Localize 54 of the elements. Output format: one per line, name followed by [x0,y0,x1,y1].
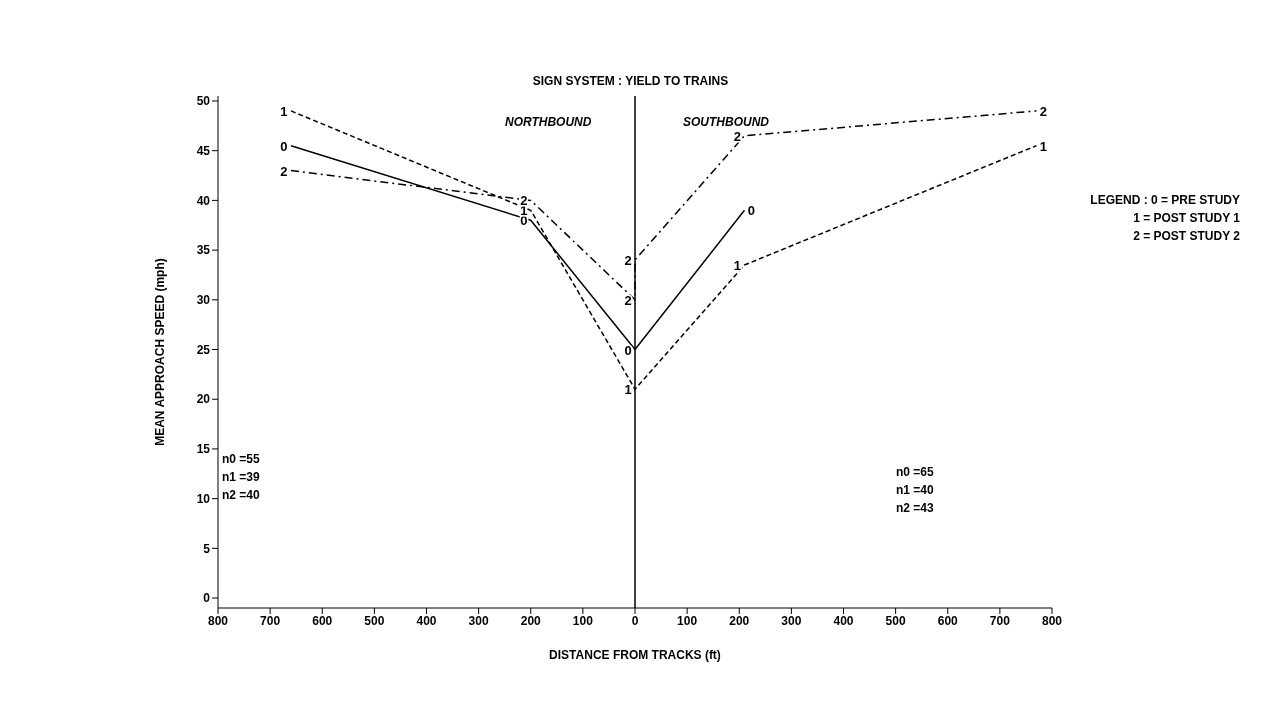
text: 2 [733,128,742,144]
x-tick-label: 700 [989,613,1011,628]
annotation: SOUTHBOUND [683,115,769,129]
y-tick-label: 25 [196,342,211,357]
x-tick-label: 100 [677,613,698,628]
chart-title: SIGN SYSTEM : YIELD TO TRAINS [531,74,730,88]
text: 0 [280,138,288,154]
y-tick-label: 5 [203,541,211,556]
annotation: NORTHBOUND [505,115,592,129]
text: 0 [747,203,756,219]
annotation: n2 =40 [222,488,260,502]
text: 2 [1039,103,1047,119]
y-tick-label: 20 [196,392,211,407]
y-tick-label: 50 [196,94,211,109]
x-axis-title: DISTANCE FROM TRACKS (ft) [549,647,721,662]
x-tick-label: 400 [416,613,437,628]
x-tick-label: 600 [937,613,959,628]
text: 2 [280,163,288,179]
x-tick-label: 400 [833,613,854,628]
x-tick-label: 600 [312,613,333,628]
y-tick-label: 0 [203,591,211,606]
series-label: 1 [624,382,632,398]
text: 2 [624,253,632,269]
text: 0 [624,342,632,358]
annotation: n1 =40 [896,483,934,497]
x-tick-label: 500 [364,613,385,628]
y-tick-label: 30 [196,293,211,308]
y-tick-label: 45 [196,143,211,158]
annotation: n1 =39 [222,470,260,484]
x-tick-label: 200 [520,613,542,628]
y-tick-label: 40 [196,193,211,208]
x-tick-label: 800 [207,613,229,628]
x-tick-label: 100 [572,613,594,628]
x-tick-label: 300 [468,613,489,628]
x-tick-label: 300 [781,613,802,628]
text: 2 = POST STUDY 2 [1133,229,1240,243]
x-tick-label: 700 [260,613,281,628]
x-tick-label: 500 [885,613,906,628]
x-tick-label: 200 [729,613,750,628]
y-tick-label: 10 [196,491,211,506]
text: LEGEND : 0 = PRE STUDY [1090,193,1240,207]
text: 1 [280,103,288,119]
text: 1 = POST STUDY 1 [1133,211,1240,225]
y-tick-label: 35 [196,243,211,258]
x-tick-label: 800 [1041,613,1063,628]
text: 2 [624,292,632,308]
text: 1 [1039,138,1047,154]
x-tick-label: 0 [631,613,639,628]
annotation: n2 =43 [896,501,934,515]
annotation: n0 =55 [222,452,260,466]
y-axis-title: MEAN APPROACH SPEED (mph) [153,258,168,446]
text: 1 [733,258,742,274]
y-tick-label: 15 [196,442,211,457]
annotation: n0 =65 [896,465,934,479]
